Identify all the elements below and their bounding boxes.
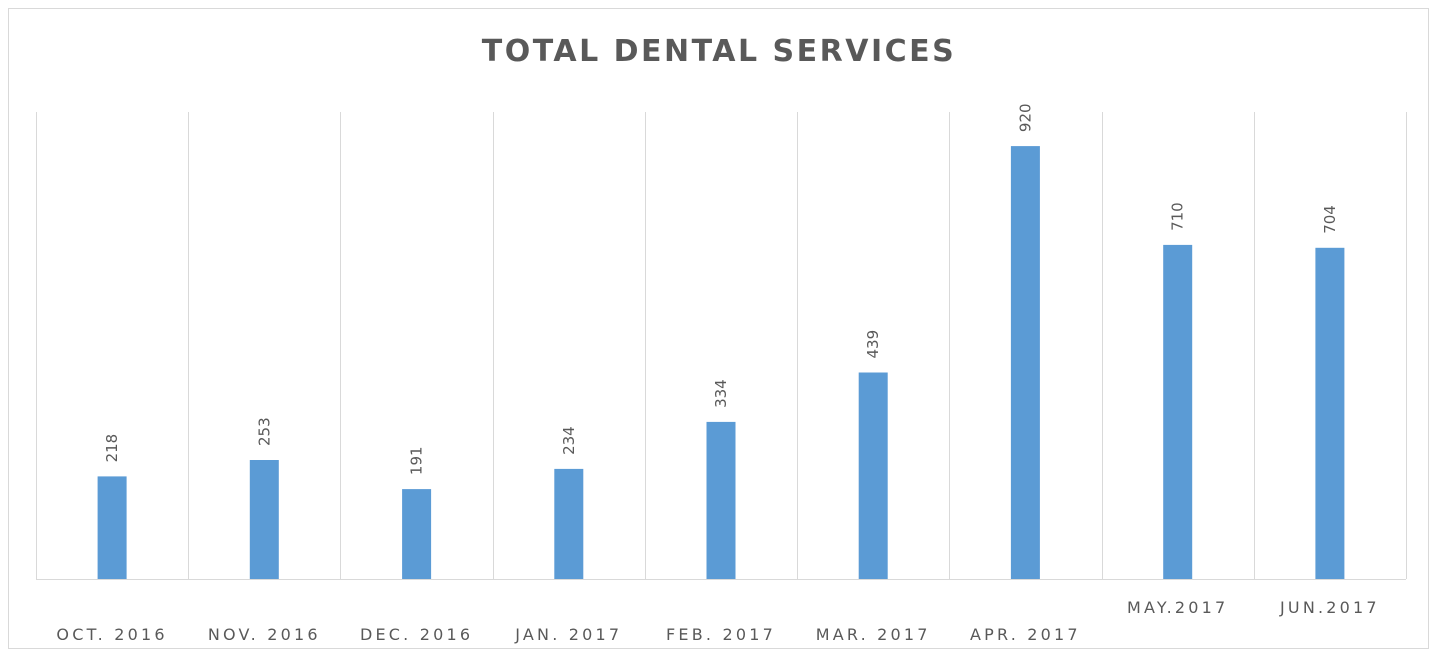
bar — [1315, 247, 1345, 580]
data-label: 704 — [1321, 205, 1339, 234]
data-label: 920 — [1016, 103, 1034, 132]
bar — [1163, 244, 1193, 579]
category-label: NOV. 2016 — [208, 625, 321, 644]
category-label: MAY.2017 — [1127, 598, 1228, 617]
category-label: DEC. 2016 — [360, 625, 473, 644]
data-label: 191 — [408, 446, 426, 475]
data-label: 253 — [255, 417, 273, 446]
bar — [402, 489, 432, 579]
bar — [1010, 146, 1040, 579]
bar — [858, 372, 888, 579]
data-labels: 218 253 191 234 334 439 920 710 704 — [103, 103, 1339, 475]
category-label: FEB. 2017 — [666, 625, 776, 644]
category-label: APR. 2017 — [970, 625, 1081, 644]
bar — [249, 460, 279, 579]
data-label: 334 — [712, 379, 730, 408]
data-label: 234 — [560, 426, 578, 455]
bar — [97, 476, 127, 579]
bars — [97, 146, 1345, 580]
bar — [554, 468, 584, 579]
data-label: 439 — [864, 330, 882, 359]
chart-title: TOTAL DENTAL SERVICES — [482, 34, 957, 69]
category-label: JAN. 2017 — [514, 625, 622, 644]
category-label: OCT. 2016 — [56, 625, 167, 644]
data-label: 710 — [1169, 202, 1187, 231]
category-label: JUN.2017 — [1279, 598, 1380, 617]
category-label: MAR. 2017 — [816, 625, 931, 644]
data-label: 218 — [103, 434, 121, 463]
category-gridlines — [36, 112, 1407, 579]
category-labels: OCT. 2016 NOV. 2016 DEC. 2016 JAN. 2017 FEB.… — [56, 598, 1380, 644]
bar — [706, 421, 736, 579]
